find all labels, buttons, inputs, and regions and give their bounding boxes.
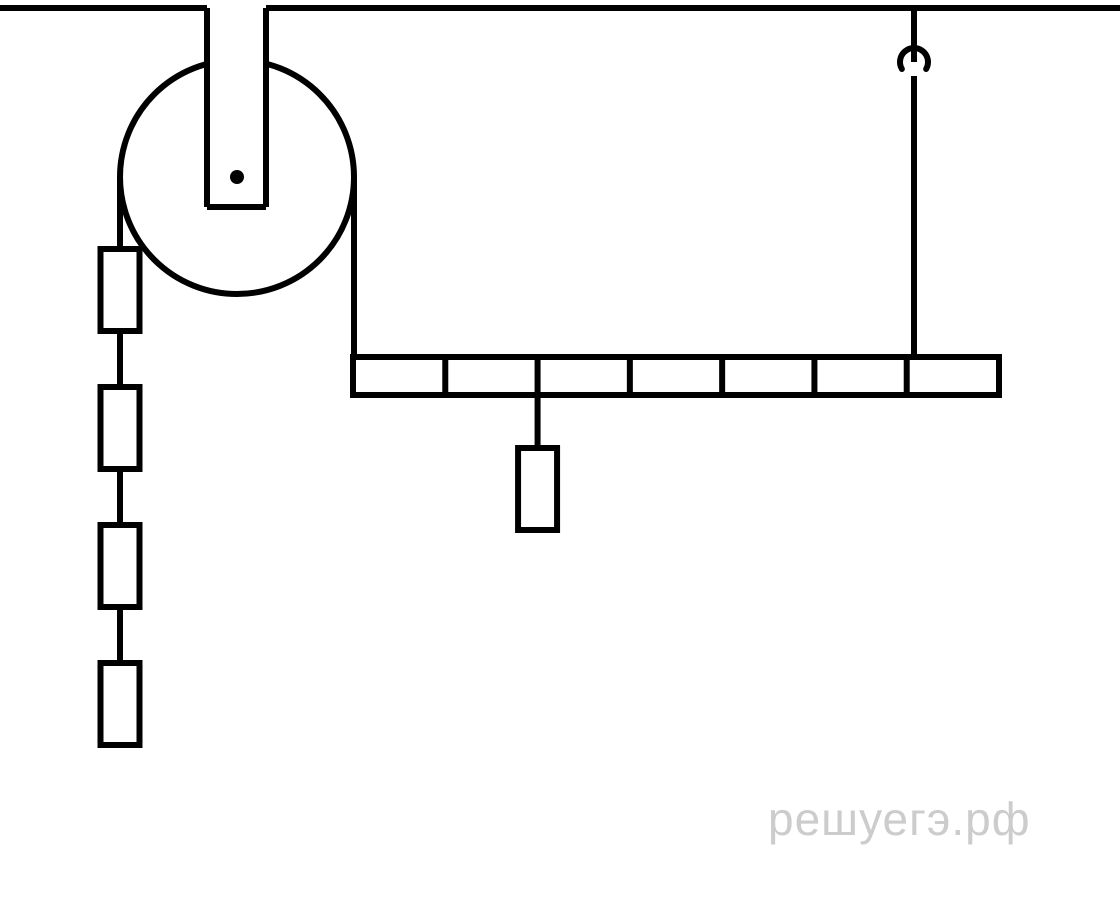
lever-hang-weight [518, 448, 557, 530]
physics-diagram [0, 0, 1120, 902]
pulley-axle [230, 170, 244, 184]
left-weight-2 [101, 387, 140, 469]
left-weight-1 [101, 249, 140, 331]
left-weight-3 [101, 525, 140, 607]
left-weight-4 [101, 663, 140, 745]
lever-bar [353, 357, 999, 395]
